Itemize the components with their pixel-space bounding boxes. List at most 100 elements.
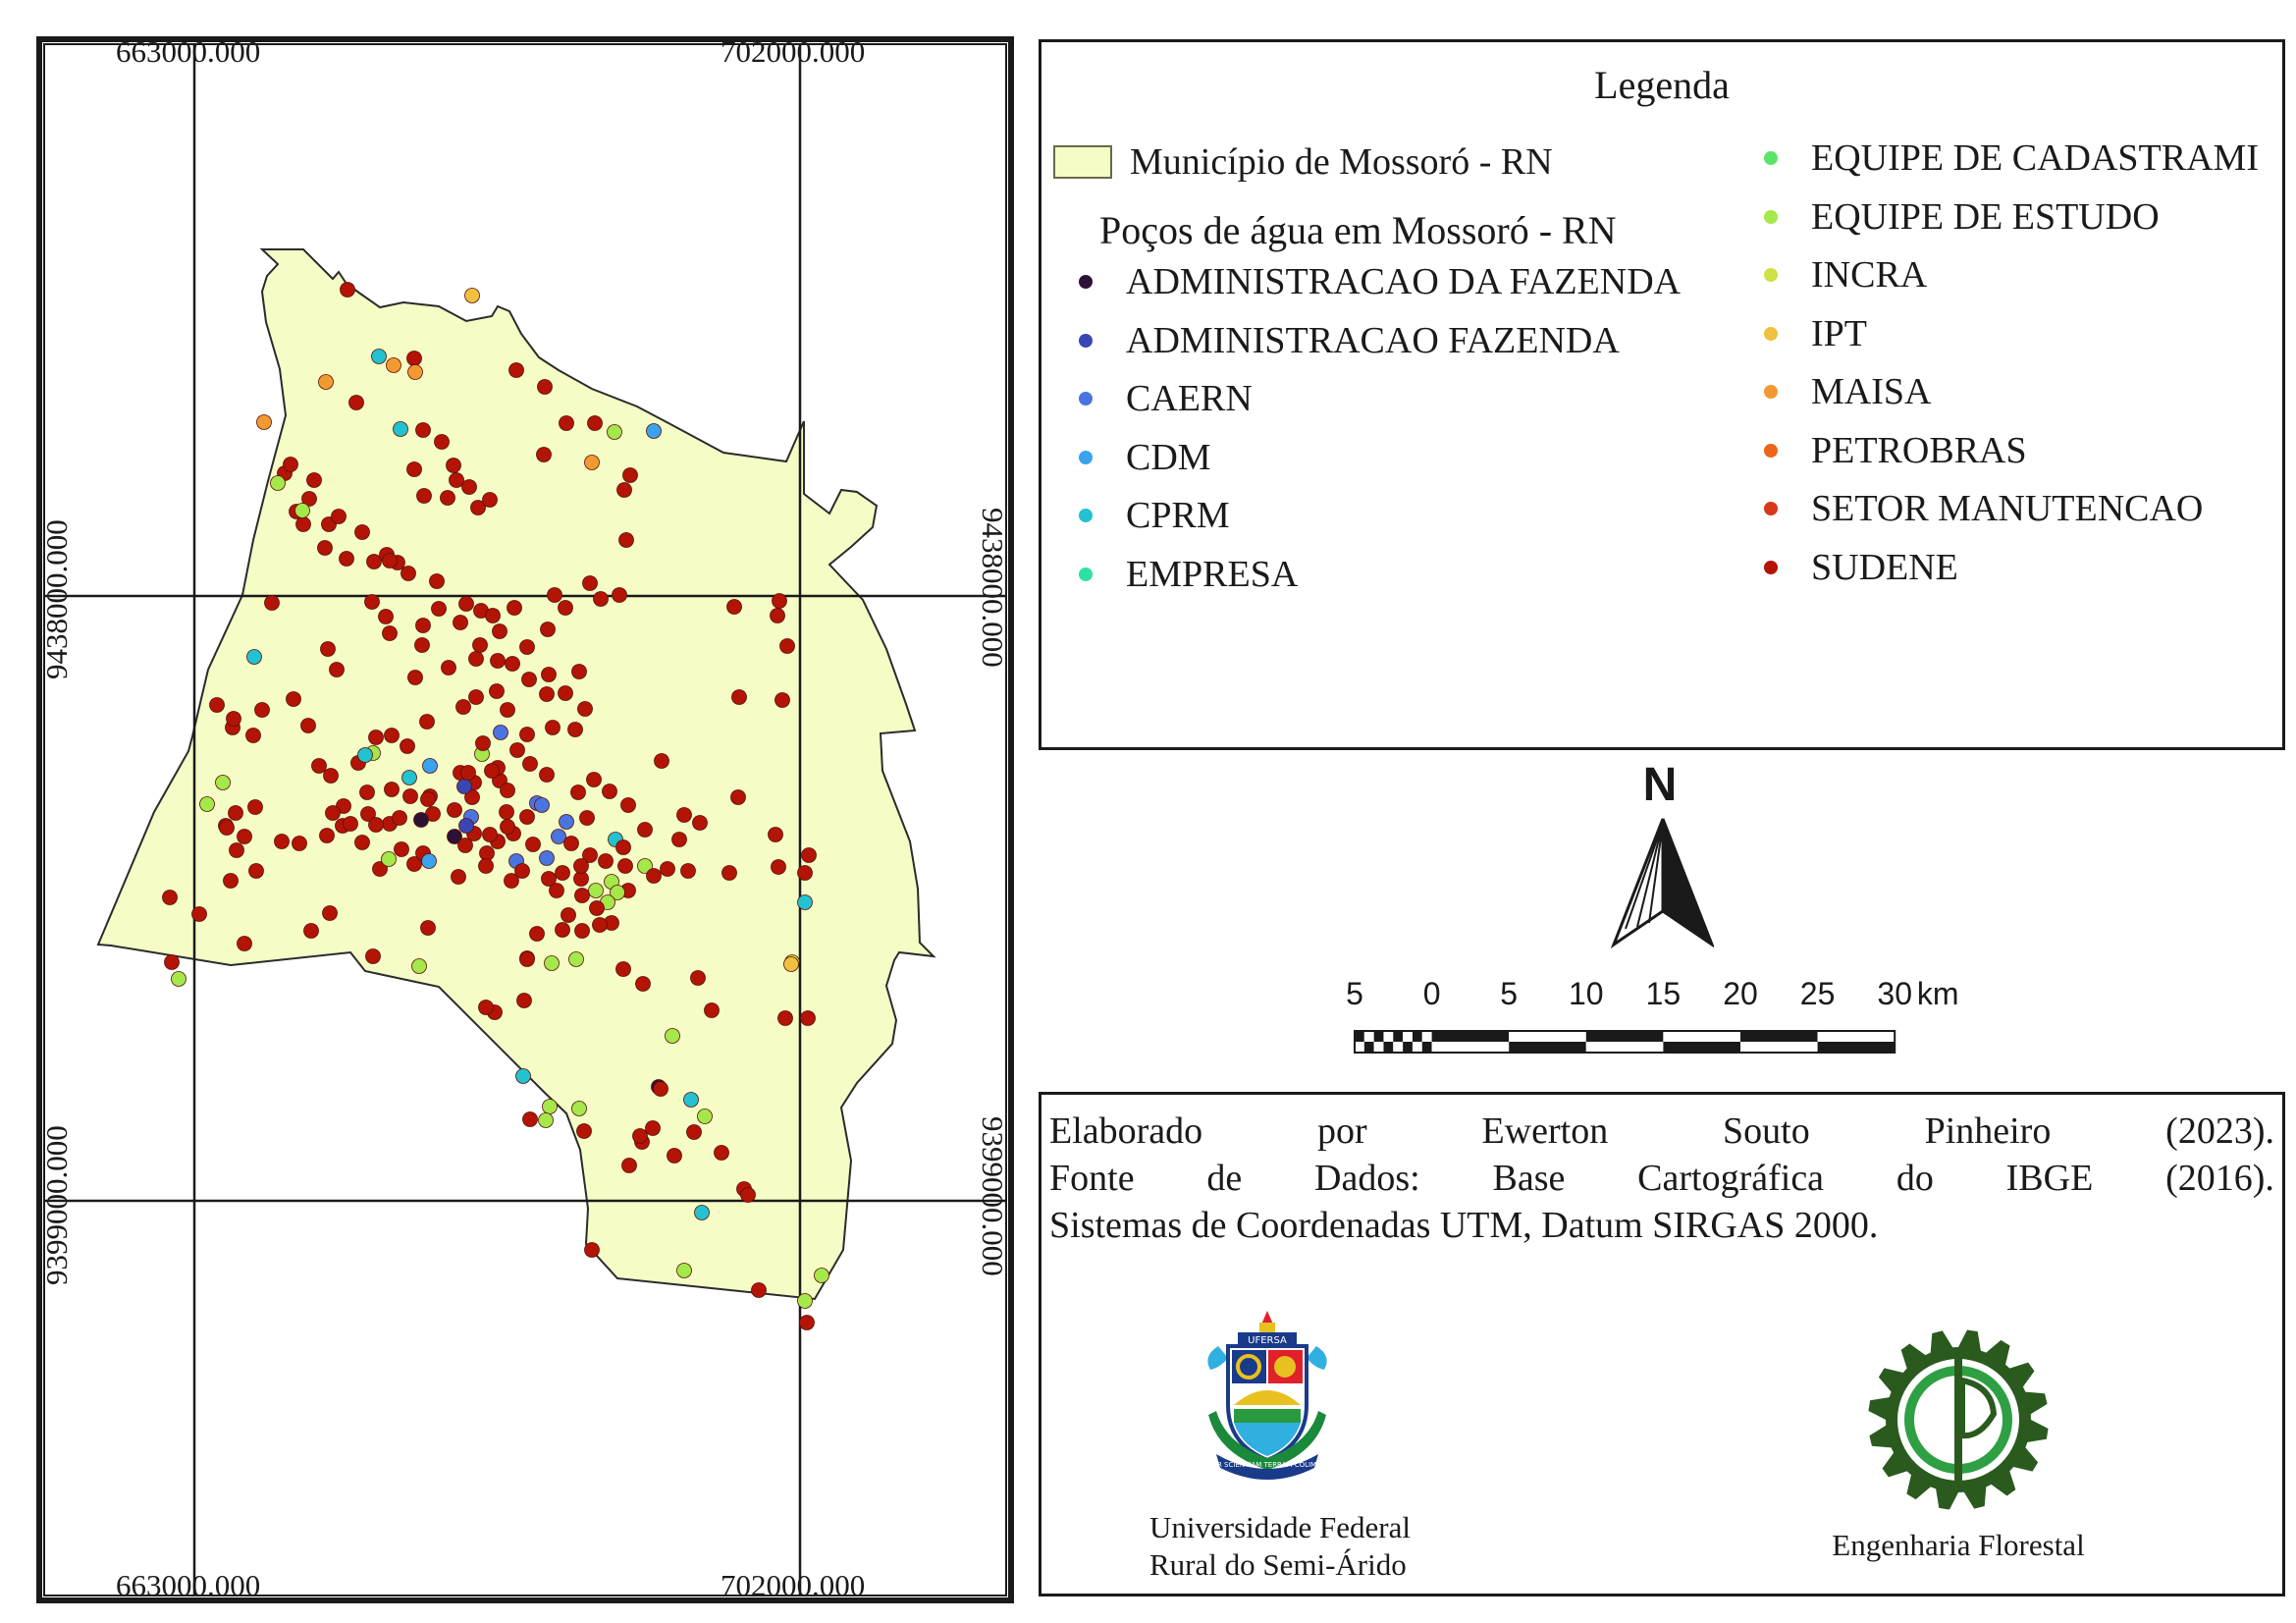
well-point	[490, 653, 506, 669]
well-point	[411, 958, 427, 974]
map-canvas	[36, 36, 1014, 1603]
well-point	[589, 900, 605, 916]
legend-dot	[1079, 392, 1093, 406]
scale-segment	[1393, 1031, 1404, 1042]
well-point	[768, 827, 783, 842]
engenharia-florestal-logo-icon	[1868, 1329, 2049, 1510]
well-point	[676, 1263, 692, 1278]
legend-label: PETROBRAS	[1811, 429, 2027, 471]
well-point	[468, 651, 484, 667]
well-point	[525, 837, 541, 852]
scale-segment	[1585, 1042, 1664, 1053]
well-point	[635, 976, 651, 992]
well-point	[541, 871, 557, 887]
well-point	[542, 1099, 558, 1114]
well-point	[378, 609, 394, 624]
credits-word: Dados:	[1314, 1158, 1420, 1199]
legend-item-right-0: EQUIPE DE CADASTRAMI	[1764, 136, 2259, 180]
well-point	[612, 587, 627, 603]
well-point	[561, 907, 576, 923]
scale-unit: km	[1916, 976, 1959, 1011]
well-point	[667, 1148, 682, 1163]
credits-word: (2016).	[2165, 1158, 2274, 1199]
well-point	[582, 847, 598, 863]
well-point	[420, 920, 436, 936]
scale-bar-graphic	[1354, 1030, 1896, 1054]
credits-crs-line: Sistemas de Coordenadas UTM, Datum SIRGA…	[1049, 1207, 2274, 1244]
well-point	[563, 836, 579, 851]
well-point	[632, 1128, 648, 1144]
well-point	[538, 1112, 554, 1128]
well-point	[478, 858, 494, 874]
legend-item-left-1: ADMINISTRACAO FAZENDA	[1079, 319, 1620, 362]
well-point	[665, 1028, 680, 1044]
well-point	[801, 847, 817, 863]
legend-panel: Legenda Município de Mossoró - RN Poços …	[1039, 39, 2285, 750]
legend-dot	[1764, 560, 1778, 574]
well-point	[283, 457, 298, 472]
well-point	[771, 859, 786, 875]
ufersa-seal-text: UFERSA	[1248, 1335, 1287, 1346]
well-point	[415, 422, 431, 438]
well-point	[576, 1123, 592, 1139]
well-point	[571, 1101, 587, 1116]
well-point	[519, 809, 535, 825]
well-point	[570, 784, 586, 800]
well-point	[354, 524, 370, 540]
well-point	[521, 672, 537, 687]
map-border	[36, 36, 1014, 1603]
credits-word: IBGE	[2005, 1158, 2094, 1199]
well-point	[770, 608, 785, 623]
legend-label: SETOR MANUTENCAO	[1811, 488, 2204, 529]
well-point	[386, 357, 401, 373]
well-point	[694, 1205, 710, 1220]
well-point	[453, 615, 468, 630]
well-point	[500, 702, 515, 718]
well-point	[540, 622, 556, 637]
well-point	[317, 540, 333, 556]
well-point	[541, 667, 557, 682]
well-point	[536, 447, 552, 462]
well-point	[300, 718, 316, 733]
legend-label: SUDENE	[1811, 546, 1958, 588]
scale-label: 5	[1500, 976, 1519, 1011]
well-point	[622, 467, 638, 483]
well-point	[303, 923, 319, 939]
well-point	[419, 714, 435, 730]
well-point	[559, 415, 574, 431]
well-point	[482, 827, 498, 842]
credits-word: Cartográfica	[1637, 1158, 1825, 1199]
well-point	[384, 782, 400, 797]
well-point	[229, 842, 244, 858]
well-point	[568, 951, 584, 967]
credits-word: do	[1896, 1158, 1934, 1199]
well-point	[215, 775, 231, 790]
well-point	[544, 955, 560, 971]
scale-segment	[1817, 1042, 1896, 1053]
legend-dot	[1764, 443, 1778, 458]
well-point	[593, 591, 609, 607]
well-point	[247, 799, 263, 815]
legend-dot	[1764, 385, 1778, 399]
well-point	[607, 424, 622, 440]
credits-word: Elaborado	[1049, 1110, 1203, 1152]
well-point	[421, 853, 437, 869]
well-point	[545, 720, 561, 735]
well-point	[245, 728, 261, 743]
scale-segment	[1393, 1042, 1404, 1053]
well-point	[574, 888, 590, 903]
well-point	[306, 472, 322, 488]
well-point	[558, 685, 573, 701]
grid-label-right-y-9438000: 9438000.000	[976, 508, 1010, 668]
well-point	[440, 490, 455, 506]
well-point	[797, 865, 813, 881]
well-point	[721, 865, 737, 881]
scale-segment	[1373, 1042, 1384, 1053]
well-point	[621, 1158, 637, 1173]
legend-dot	[1079, 509, 1093, 522]
well-point	[413, 812, 429, 828]
well-point	[499, 804, 514, 820]
legend-dot	[1764, 151, 1778, 165]
well-point	[292, 836, 307, 851]
credits-panel: Elaborado por Ewerton Souto Pinheiro (2023). …	[1039, 1092, 2285, 1596]
